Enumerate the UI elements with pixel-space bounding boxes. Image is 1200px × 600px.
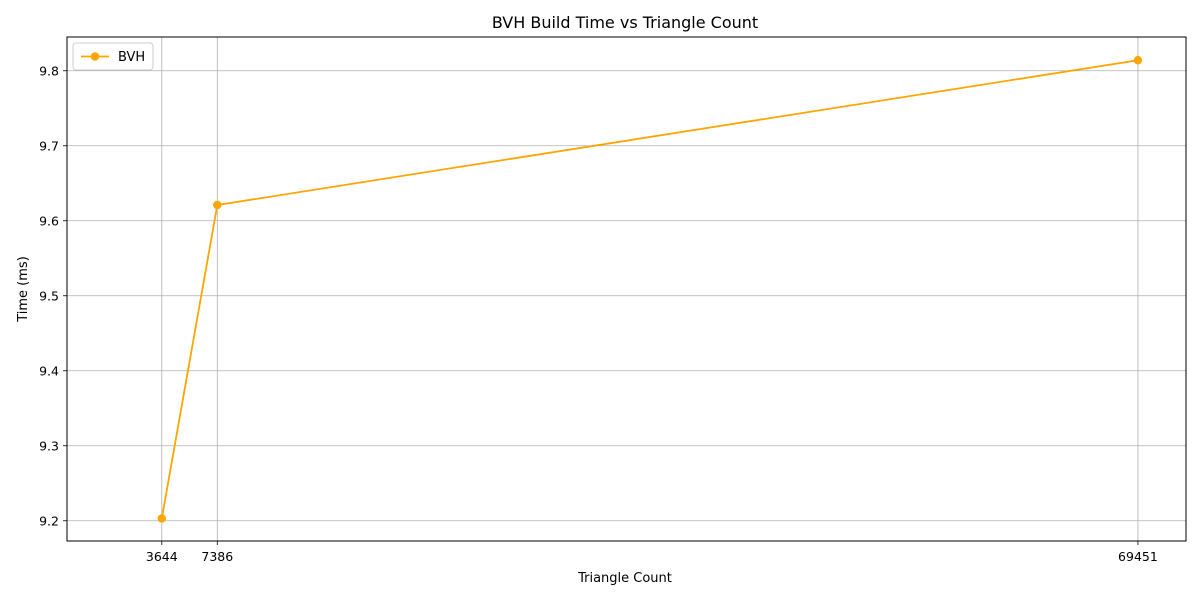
chart-title: BVH Build Time vs Triangle Count [492, 13, 758, 32]
y-tick-label: 9.5 [39, 288, 59, 303]
series-layer [157, 56, 1143, 523]
y-tick-label: 9.3 [39, 438, 59, 453]
y-tick-label: 9.6 [39, 213, 59, 228]
x-tick-label: 69451 [1118, 549, 1158, 564]
y-tick-label: 9.8 [39, 63, 59, 78]
legend-swatch-marker [90, 52, 100, 61]
y-tick-label: 9.7 [39, 138, 59, 153]
x-tick-label: 3644 [146, 549, 178, 564]
legend: BVH [72, 42, 154, 71]
x-tick-label: 7386 [201, 549, 233, 564]
legend-label: BVH [118, 50, 145, 65]
x-axis-label: Triangle Count [577, 571, 672, 586]
grid [67, 37, 1186, 541]
plot-area-frame [66, 36, 1187, 542]
y-tick-label: 9.2 [39, 513, 59, 528]
legend-box [72, 42, 154, 71]
y-tick-label: 9.4 [39, 363, 59, 378]
y-axis: 9.2 9.3 9.4 9.5 9.6 9.7 9.8 [39, 63, 67, 528]
data-point [1133, 56, 1143, 65]
data-point [213, 200, 222, 210]
x-axis: 3644 7386 69451 [146, 541, 1158, 564]
y-axis-label: Time (ms) [16, 256, 31, 323]
data-point [157, 514, 166, 523]
